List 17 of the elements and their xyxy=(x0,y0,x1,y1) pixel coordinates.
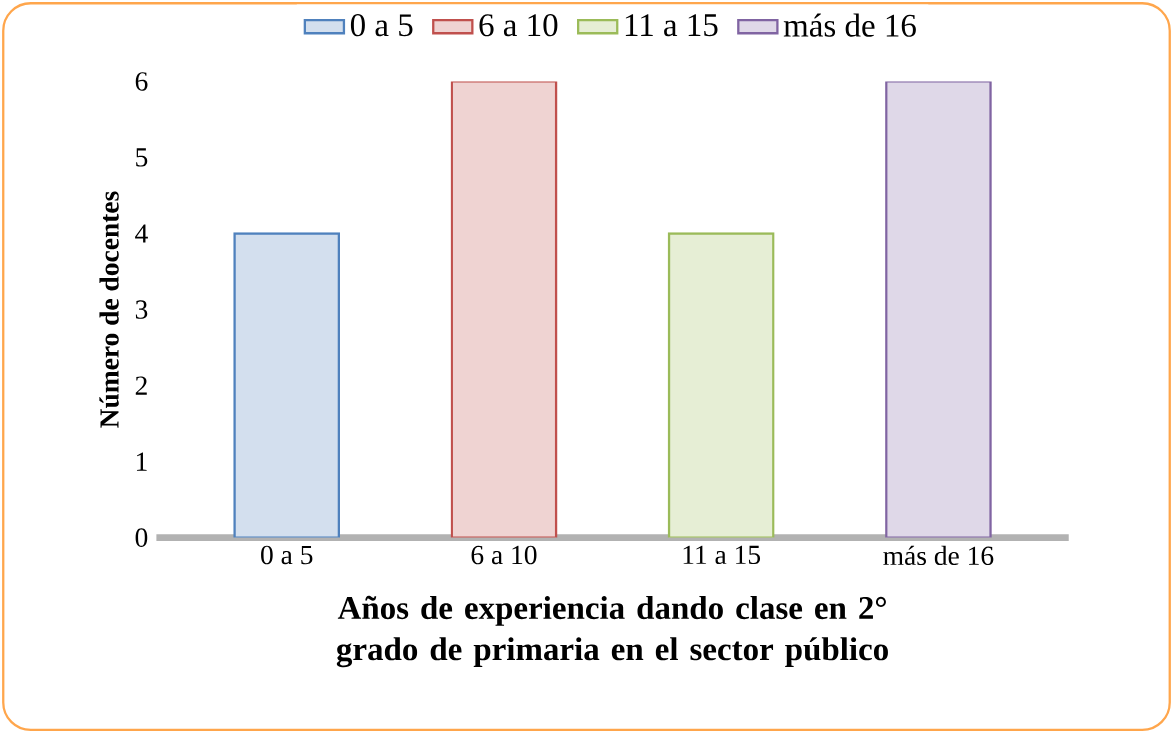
x-tick-label: más de 16 xyxy=(883,545,994,566)
legend-label: 0 a 5 xyxy=(350,13,413,37)
y-tick-label: 3 xyxy=(135,300,148,319)
legend-label: 6 a 10 xyxy=(479,13,558,37)
y-tick-label: 1 xyxy=(136,452,147,471)
y-tick-label: 5 xyxy=(136,148,148,167)
x-tick-label: 0 a 5 xyxy=(261,545,313,565)
y-tick-label: 4 xyxy=(135,224,148,243)
x-tick-label: 6 a 10 xyxy=(471,545,537,565)
y-tick-label: 2 xyxy=(135,376,147,395)
y-axis-title: Número de docentes xyxy=(99,191,119,428)
legend-label: más de 16 xyxy=(783,13,916,37)
y-tick-label: 6 xyxy=(135,72,148,91)
legend-label: 11 a 15 xyxy=(625,14,718,37)
y-tick-label: 0 xyxy=(135,528,148,547)
x-tick-label: 11 a 15 xyxy=(683,545,761,565)
text: Años de experiencia dando clase en 2° grado de primaria en el sector público xyxy=(336,595,888,668)
